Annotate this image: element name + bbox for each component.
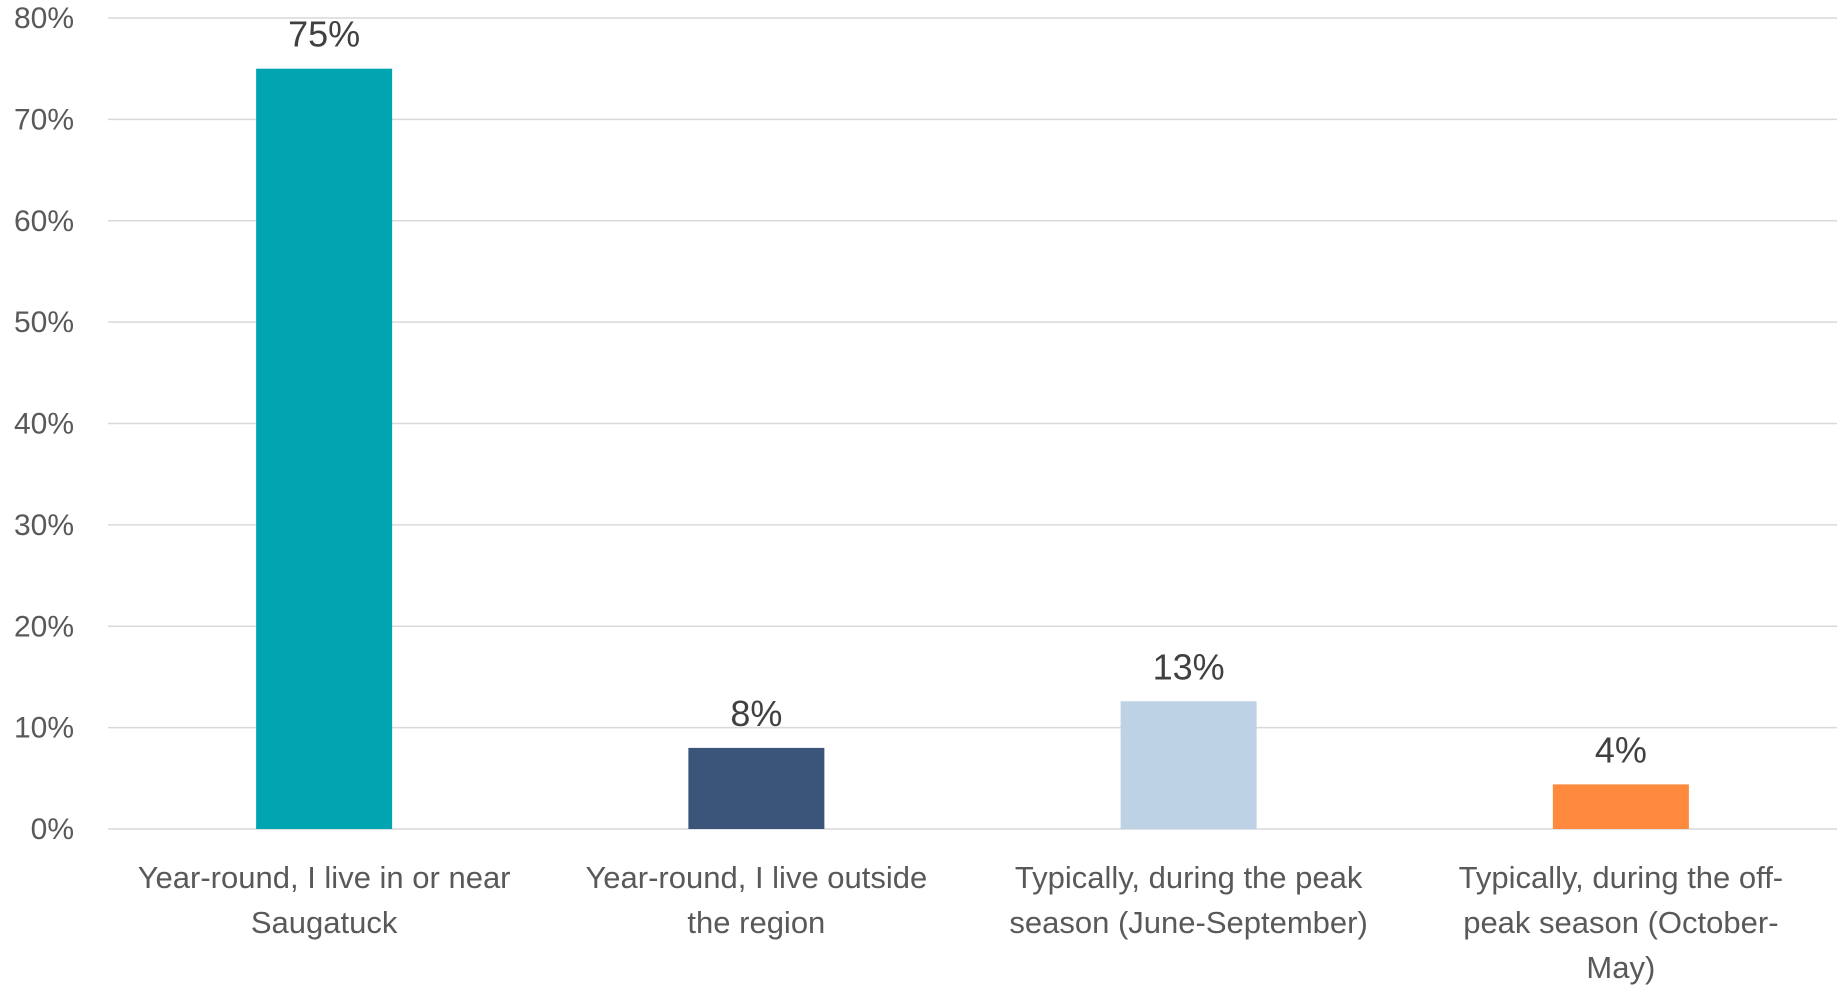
category-label: Typically, during the peak season (June-S… (1009, 860, 1367, 940)
category-label: Typically, during the off-peak season (O… (1459, 860, 1784, 985)
category-label: Year-round, I live in or near Saugatuck (138, 860, 511, 940)
bar (256, 68, 393, 829)
bars (256, 68, 1689, 829)
bar (1552, 784, 1689, 829)
y-tick-label: 30% (14, 509, 74, 542)
y-tick-label: 50% (14, 306, 74, 339)
category-label-line: season (June-September) (1009, 905, 1367, 940)
category-label: Year-round, I live outside the region (585, 860, 927, 940)
category-label-line: May) (1586, 950, 1655, 985)
y-tick-label: 10% (14, 712, 74, 745)
y-tick-label: 40% (14, 408, 74, 441)
data-label: 8% (730, 693, 782, 734)
category-label-line: peak season (October- (1463, 905, 1778, 940)
gridlines (108, 17, 1837, 830)
data-label: 4% (1595, 729, 1647, 770)
x-axis-categories: Year-round, I live in or near SaugatuckYe… (138, 860, 1783, 985)
y-tick-label: 0% (31, 813, 74, 846)
data-label: 13% (1153, 646, 1225, 687)
y-tick-label: 80% (14, 2, 74, 35)
category-label-line: Year-round, I live in or near (138, 860, 511, 895)
y-tick-label: 60% (14, 205, 74, 238)
category-label-line: the region (687, 905, 825, 940)
y-tick-label: 70% (14, 103, 74, 136)
category-label-line: Typically, during the off- (1459, 860, 1784, 895)
category-label-line: Year-round, I live outside (585, 860, 927, 895)
category-label-line: Saugatuck (251, 905, 398, 940)
bar (688, 747, 825, 829)
category-label-line: Typically, during the peak (1015, 860, 1363, 895)
bar (1120, 701, 1257, 829)
y-tick-label: 20% (14, 610, 74, 643)
data-label: 75% (288, 14, 360, 55)
data-labels: 75% 8% 13% 4% (288, 14, 1647, 771)
y-axis-ticks: 0% 10% 20% 30% 40% 50% 60% 70% 80% (14, 2, 74, 846)
